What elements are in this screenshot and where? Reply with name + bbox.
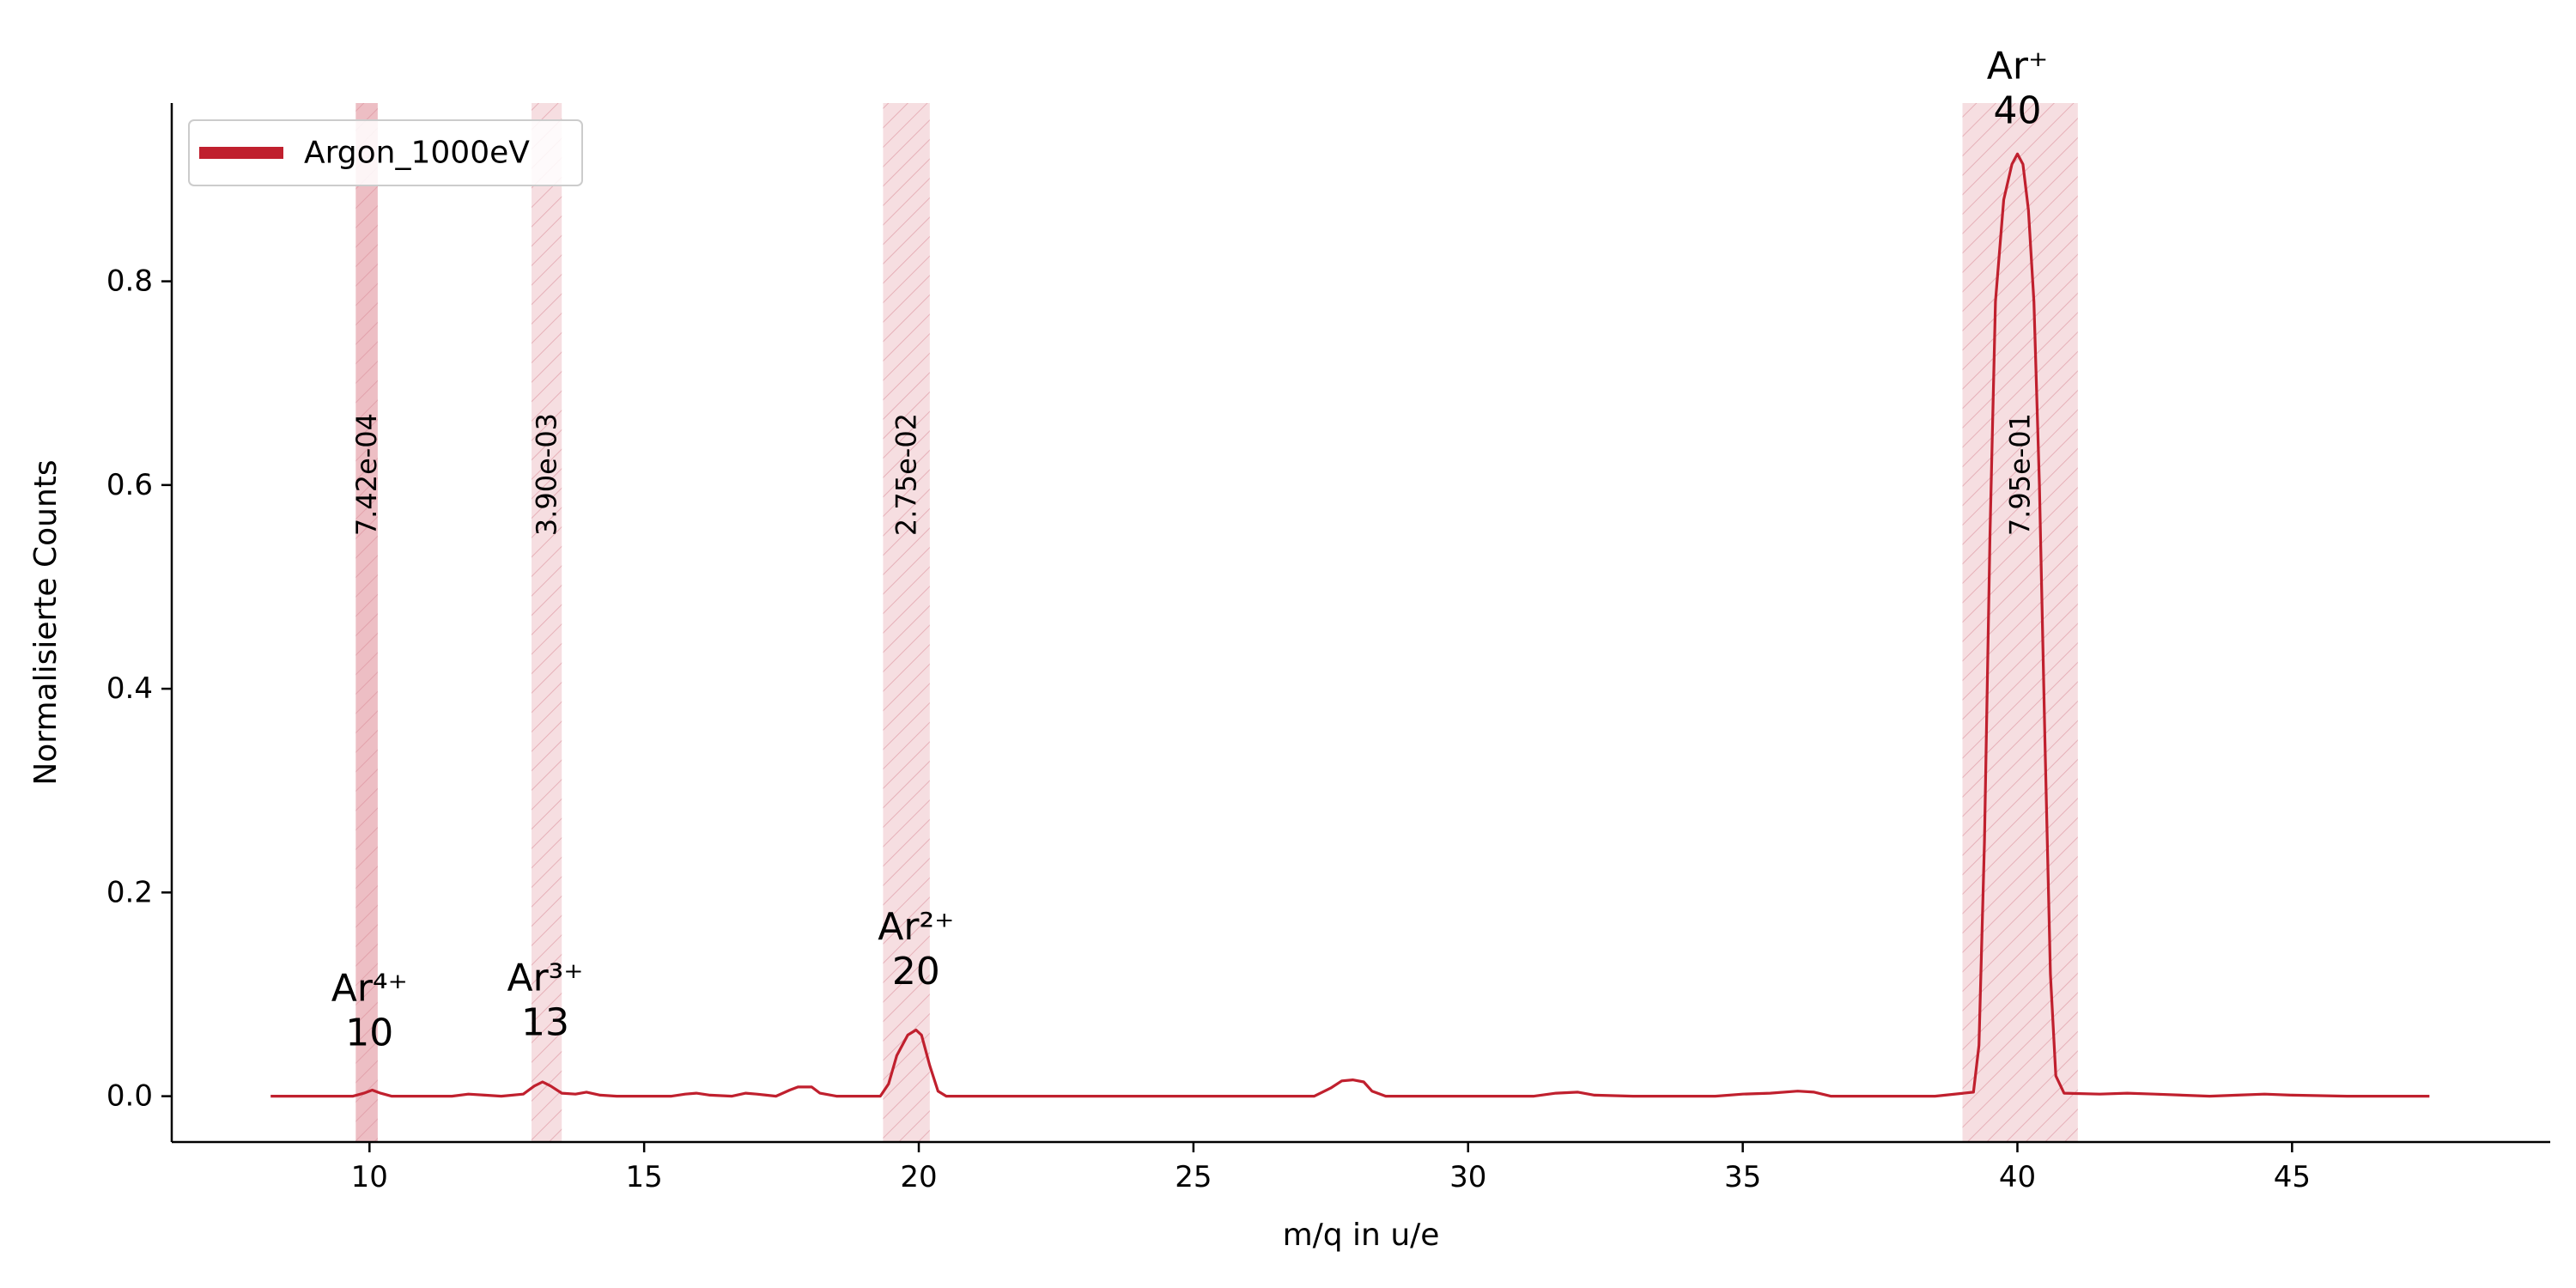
legend: Argon_1000eV — [188, 119, 583, 186]
ion-name-label: Ar²⁺ — [878, 905, 954, 949]
ion-mq-label: 10 — [345, 1011, 393, 1054]
region-value-label: 3.90e-03 — [531, 413, 563, 536]
region-value-label: 2.75e-02 — [890, 413, 923, 536]
x-axis-label: m/q in u/e — [1283, 1218, 1440, 1253]
legend-box — [188, 119, 583, 186]
x-tick-label: 35 — [1724, 1160, 1761, 1194]
x-tick-label: 10 — [351, 1160, 388, 1194]
highlight-region-hatch — [532, 103, 562, 1142]
ticks: 10 15 20 25 30 35 40 45 0.0 0.2 0.4 0.6 0.8 — [106, 264, 2311, 1194]
highlight-regions — [355, 103, 2078, 1142]
y-axis-label: Normalisierte Counts — [28, 459, 64, 785]
ion-name-label: Ar³⁺ — [507, 956, 583, 999]
series-line — [270, 152, 2430, 1098]
y-tick-label: 0.0 — [106, 1079, 153, 1114]
y-tick-label: 0.8 — [106, 264, 153, 299]
ion-mq-label: 20 — [892, 950, 940, 993]
axes — [170, 103, 2550, 1144]
highlight-region-hatch — [355, 103, 378, 1142]
region-value-label: 7.95e-01 — [2004, 413, 2037, 536]
region-value-label: 7.42e-04 — [350, 413, 383, 536]
y-tick-label: 0.4 — [106, 671, 153, 706]
region-value-labels: 7.42e-04 3.90e-03 2.75e-02 7.95e-01 — [350, 413, 2037, 536]
x-tick-label: 20 — [900, 1160, 937, 1194]
y-tick-label: 0.6 — [106, 468, 153, 502]
x-tick-label: 15 — [626, 1160, 663, 1194]
x-tick-label: 25 — [1175, 1160, 1212, 1194]
ion-mq-label: 40 — [1993, 89, 2041, 133]
legend-label: Argon_1000eV — [304, 136, 530, 171]
y-tick-label: 0.2 — [106, 875, 153, 909]
x-tick-label: 40 — [1999, 1160, 2036, 1194]
ion-name-label: Ar⁺ — [1987, 45, 2048, 88]
series-lines — [270, 152, 2430, 1098]
highlight-region-hatch — [883, 103, 930, 1142]
ion-labels: Ar⁴⁺10 Ar³⁺13 Ar²⁺20 Ar⁺40 — [331, 45, 2048, 1055]
x-tick-label: 30 — [1449, 1160, 1486, 1194]
ion-mq-label: 13 — [521, 1000, 569, 1044]
ion-name-label: Ar⁴⁺ — [331, 966, 408, 1010]
x-tick-label: 45 — [2274, 1160, 2311, 1194]
